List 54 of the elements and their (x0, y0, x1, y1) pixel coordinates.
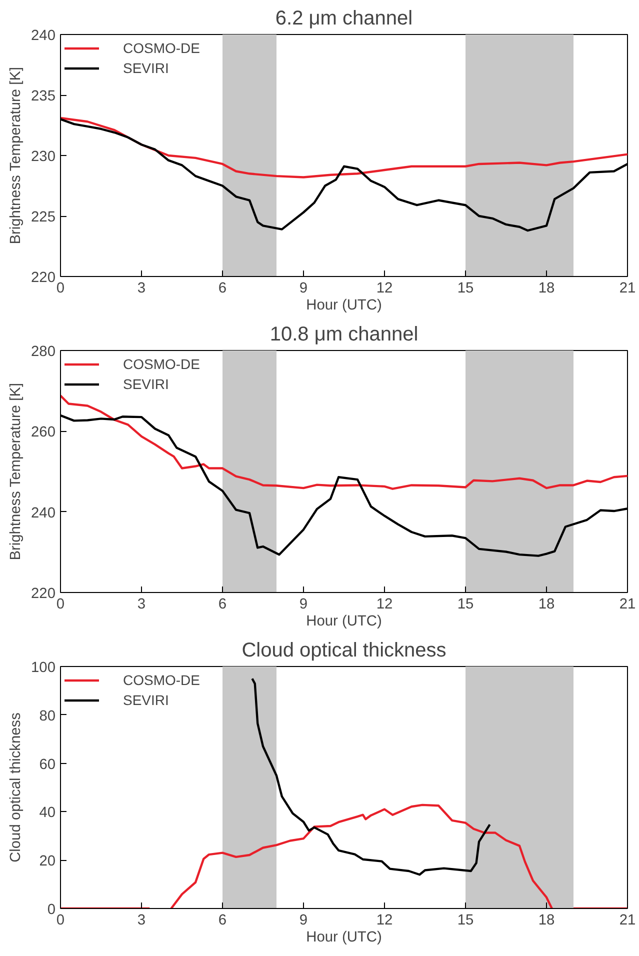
legend-label: SEVIRI (123, 692, 169, 708)
x-tick-label: 15 (457, 596, 474, 612)
x-axis-title: Hour (UTC) (306, 298, 382, 314)
chart-title: 10.8 μm channel (270, 324, 418, 346)
y-tick-label: 0 (47, 902, 56, 918)
x-tick-label: 6 (218, 280, 227, 296)
line-series (60, 116, 628, 178)
x-axis-title: Hour (UTC) (306, 614, 382, 630)
y-tick-label: 240 (31, 505, 56, 522)
chart-title: 6.2 μm channel (275, 8, 413, 30)
y-tick-label: 235 (31, 88, 56, 104)
legend-label: SEVIRI (123, 376, 169, 392)
x-tick-label: 21 (619, 912, 636, 928)
x-tick-label: 3 (137, 280, 146, 296)
y-tick-label: 100 (31, 660, 56, 676)
x-tick-label: 18 (538, 912, 555, 928)
y-tick-label: 280 (31, 344, 56, 360)
y-tick-label: 260 (31, 424, 56, 441)
x-tick-label: 15 (457, 912, 474, 928)
y-tick-label: 20 (39, 854, 56, 870)
legend-label: COSMO-DE (123, 356, 200, 372)
y-tick-label: 220 (31, 270, 56, 286)
y-axis-title: Cloud optical thickness (8, 712, 24, 862)
y-tick-label: 240 (31, 28, 56, 44)
x-tick-label: 3 (137, 912, 146, 928)
x-axis-title: Hour (UTC) (306, 930, 382, 946)
x-tick-label: 12 (376, 280, 393, 296)
x-tick-label: 21 (619, 596, 636, 612)
x-tick-label: 21 (619, 280, 636, 296)
y-tick-label: 80 (39, 708, 56, 724)
legend-label: COSMO-DE (123, 672, 200, 688)
x-tick-label: 18 (538, 280, 555, 296)
x-tick-label: 9 (299, 280, 308, 296)
y-tick-label: 220 (31, 586, 56, 602)
x-tick-label: 12 (376, 912, 393, 928)
x-tick-label: 6 (218, 596, 227, 612)
chart-title: Cloud optical thickness (242, 640, 446, 662)
y-axis-title: Brightness Temperature [K] (8, 382, 24, 560)
y-tick-label: 230 (31, 149, 56, 165)
y-tick-label: 225 (31, 210, 56, 226)
x-tick-label: 12 (376, 596, 393, 612)
x-tick-label: 9 (299, 912, 308, 928)
x-tick-label: 3 (137, 596, 146, 612)
line-series (251, 678, 491, 876)
x-tick-label: 18 (538, 596, 555, 612)
y-tick-label: 60 (39, 756, 56, 773)
line-series (60, 394, 628, 490)
x-tick-label: 15 (457, 280, 474, 296)
legend-label: SEVIRI (123, 60, 169, 76)
y-tick-label: 40 (39, 805, 56, 822)
y-axis-title: Brightness Temperature [K] (8, 66, 24, 244)
x-tick-label: 9 (299, 596, 308, 612)
legend-label: COSMO-DE (123, 40, 200, 56)
x-tick-label: 6 (218, 912, 227, 928)
